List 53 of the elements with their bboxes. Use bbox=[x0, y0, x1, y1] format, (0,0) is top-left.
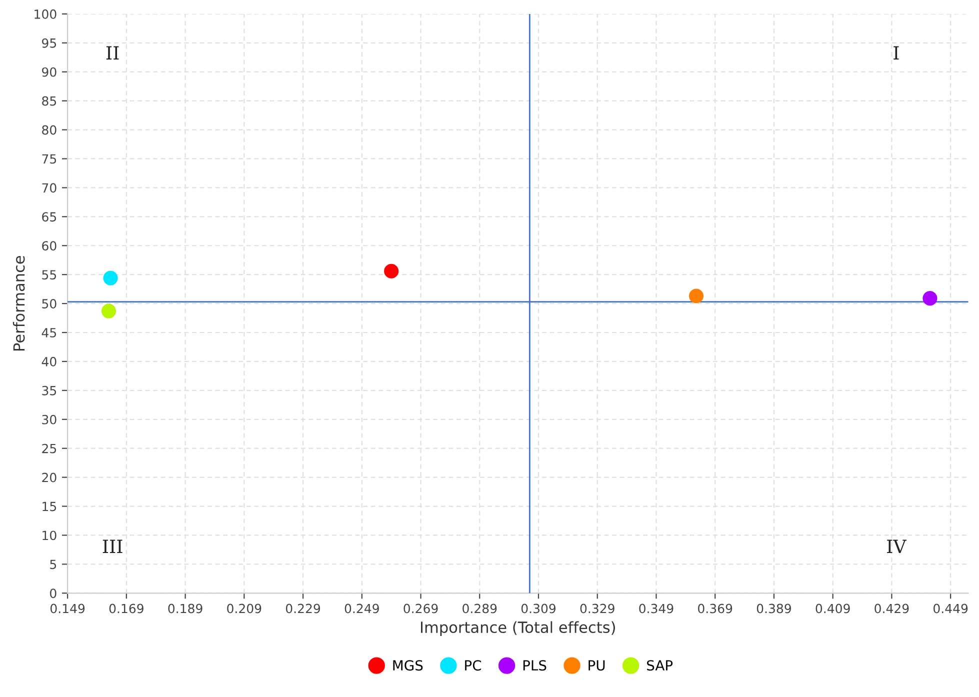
legend-label: MGS bbox=[393, 660, 423, 671]
y-tick-label: 10 bbox=[42, 530, 56, 540]
y-axis-title: Performance bbox=[12, 256, 25, 350]
legend-label: SAP bbox=[647, 660, 673, 671]
y-tick-label: 95 bbox=[42, 38, 56, 48]
point bbox=[688, 288, 704, 304]
annotation: I bbox=[894, 46, 899, 60]
point bbox=[922, 291, 938, 306]
y-tick-label: 100 bbox=[34, 9, 56, 19]
x-tick-label: 0.429 bbox=[874, 604, 909, 614]
y-tick-label: 30 bbox=[42, 414, 56, 424]
x-tick-label: 0.229 bbox=[286, 604, 320, 614]
annotation: II bbox=[106, 46, 119, 60]
y-tick-label: 5 bbox=[50, 560, 56, 570]
x-tick-label: 0.289 bbox=[462, 604, 497, 614]
x-tick-label: 0.409 bbox=[816, 604, 850, 614]
annotation: III bbox=[102, 540, 122, 553]
y-tick-label: 0 bbox=[50, 588, 56, 598]
x-tick-label: 0.269 bbox=[404, 604, 438, 614]
y-tick-label: 75 bbox=[42, 154, 56, 164]
annotation: IV bbox=[887, 540, 907, 553]
x-tick-label: 0.249 bbox=[344, 604, 379, 614]
y-tick-label: 65 bbox=[42, 212, 56, 222]
y-tick-label: 70 bbox=[42, 183, 56, 193]
legend-label: PU bbox=[588, 660, 605, 671]
x-tick-label: 0.369 bbox=[698, 604, 732, 614]
y-tick-label: 90 bbox=[42, 67, 56, 77]
y-tick-label: 20 bbox=[42, 472, 56, 482]
x-tick-label: 0.149 bbox=[50, 604, 85, 614]
y-tick-label: 15 bbox=[42, 502, 56, 512]
x-axis-title: Importance (Total effects) bbox=[421, 621, 615, 636]
y-tick-label: 80 bbox=[42, 125, 56, 135]
point bbox=[384, 264, 399, 278]
y-tick-label: 50 bbox=[42, 299, 56, 308]
legend-label: PLS bbox=[523, 660, 546, 671]
x-tick-label: 0.309 bbox=[521, 604, 556, 614]
point bbox=[103, 270, 118, 286]
legend-label: PC bbox=[465, 660, 482, 671]
y-tick-label: 60 bbox=[42, 241, 56, 251]
x-tick-label: 0.169 bbox=[109, 604, 144, 614]
x-tick-label: 0.349 bbox=[639, 604, 674, 614]
y-tick-label: 55 bbox=[42, 270, 56, 280]
y-tick-label: 45 bbox=[42, 328, 56, 338]
x-tick-label: 0.329 bbox=[580, 604, 614, 614]
x-tick-label: 0.209 bbox=[227, 604, 262, 614]
y-tick-label: 85 bbox=[42, 96, 56, 106]
x-tick-label: 0.189 bbox=[168, 604, 202, 614]
x-tick-label: 0.389 bbox=[756, 604, 791, 614]
y-tick-label: 35 bbox=[42, 386, 56, 396]
y-tick-label: 25 bbox=[42, 444, 56, 454]
point bbox=[101, 304, 116, 318]
y-tick-label: 40 bbox=[42, 356, 56, 366]
x-tick-label: 0.449 bbox=[934, 604, 968, 614]
